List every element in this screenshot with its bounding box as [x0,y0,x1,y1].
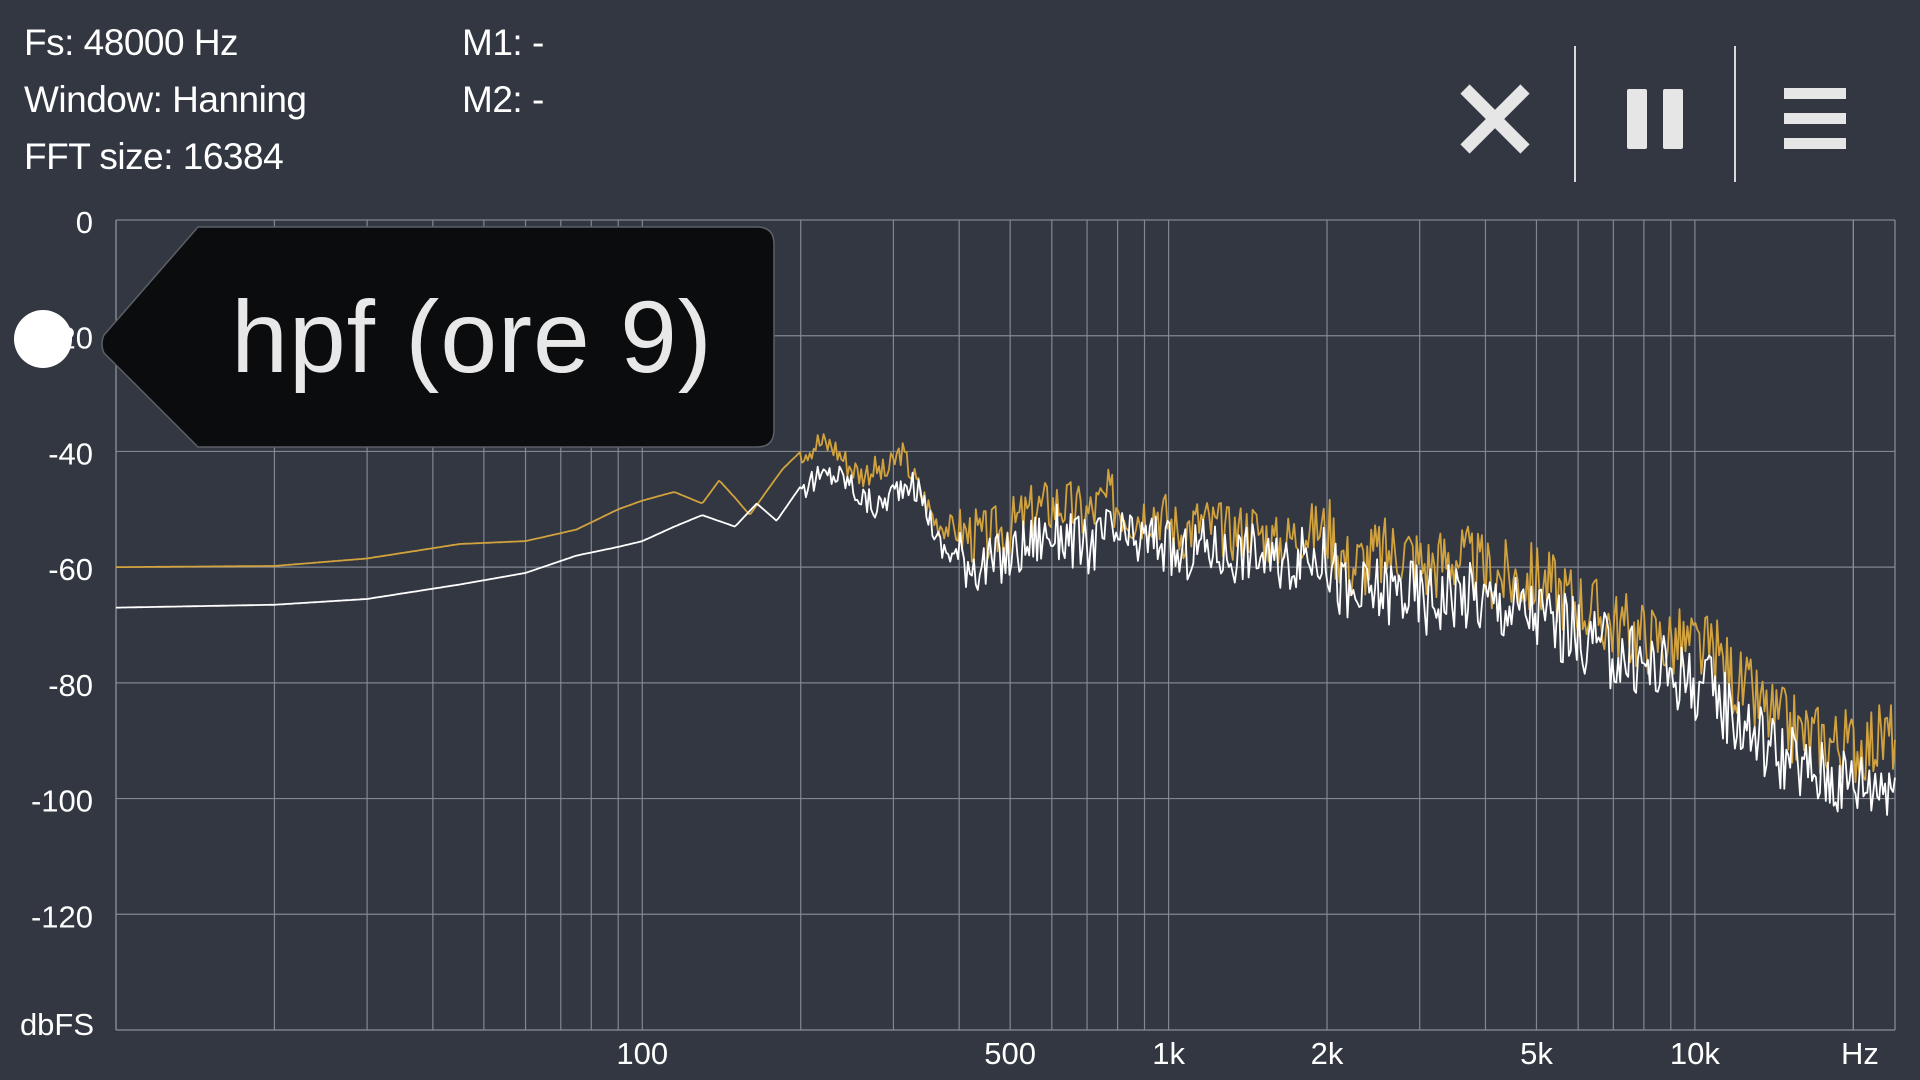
info-panel-left: Fs: 48000 Hz Window: Hanning FFT size: 1… [24,14,307,185]
trace-label-tooltip: hpf (ore 9) [100,226,776,448]
spectrum-trace-gold [116,433,1896,784]
y-tick-label: -100 [31,784,93,819]
trace-selector-handle[interactable] [14,310,72,368]
x-tick-label: 100 [616,1036,668,1071]
pause-button[interactable] [1580,46,1730,191]
y-tick-label: 0 [76,205,93,240]
toolbar-divider [1574,46,1576,182]
spectrum-trace-white [116,465,1896,816]
y-axis-unit-label: dbFS [20,1007,94,1042]
menu-button[interactable] [1740,46,1890,191]
x-tick-label: 2k [1311,1036,1344,1071]
x-tick-label: 10k [1670,1036,1720,1071]
x-tick-label: 5k [1520,1036,1553,1071]
sample-rate-text: Fs: 48000 Hz [24,22,239,63]
fft-size-text: FFT size: 16384 [24,136,284,177]
close-icon [1460,83,1530,154]
y-tick-label: -80 [48,668,93,703]
close-button[interactable] [1420,46,1570,191]
marker-panel: M1: - M2: - [462,14,544,128]
y-tick-label: -40 [48,436,93,471]
x-axis-unit-label: Hz [1841,1036,1879,1071]
tooltip-shape [101,226,775,448]
y-tick-label: -120 [31,899,93,934]
trace-name-label: hpf (ore 9) [231,279,713,394]
marker-1-text: M1: - [462,22,544,63]
marker-2-text: M2: - [462,79,544,120]
menu-icon [1784,87,1846,149]
toolbar-divider [1734,46,1736,182]
x-tick-label: 1k [1152,1036,1185,1071]
x-tick-label: 500 [984,1036,1036,1071]
window-type-text: Window: Hanning [24,79,307,120]
y-tick-label: -60 [48,552,93,587]
pause-icon [1627,88,1683,149]
